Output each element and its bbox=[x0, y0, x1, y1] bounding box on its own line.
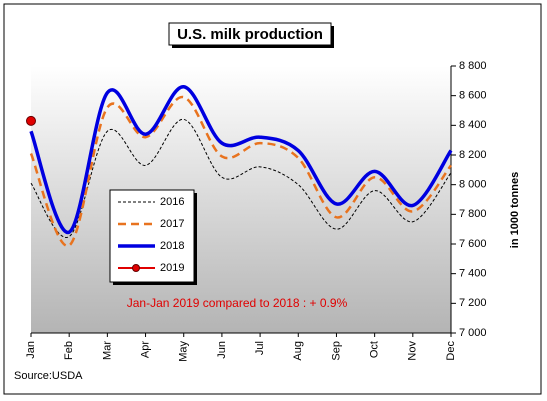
y-tick-label: 8 400 bbox=[459, 119, 487, 131]
annotation: Jan-Jan 2019 compared to 2018 : + 0.9% bbox=[127, 296, 348, 310]
x-tick-label: May bbox=[178, 341, 190, 362]
x-tick-label: Jan bbox=[25, 341, 37, 359]
legend-label: 2017 bbox=[160, 218, 184, 230]
x-tick-label: Oct bbox=[369, 341, 381, 358]
chart-title: U.S. milk production bbox=[177, 26, 323, 43]
y-tick-label: 7 200 bbox=[459, 297, 487, 309]
x-tick-label: Feb bbox=[63, 341, 75, 360]
y-tick-label: 7 800 bbox=[459, 208, 487, 220]
legend-marker bbox=[132, 264, 140, 272]
legend-box bbox=[109, 189, 195, 283]
x-tick-label: Nov bbox=[407, 341, 419, 361]
y-tick-label: 7 600 bbox=[459, 238, 487, 250]
title-box bbox=[168, 22, 332, 46]
series-point bbox=[26, 115, 36, 126]
y-tick-label: 7 400 bbox=[459, 268, 487, 280]
y-tick-label: 8 800 bbox=[459, 60, 487, 72]
x-tick-label: Mar bbox=[101, 341, 113, 360]
y-tick-label: 7 000 bbox=[459, 327, 487, 339]
legend-label: 2018 bbox=[160, 240, 184, 252]
y-tick-label: 8 000 bbox=[459, 179, 487, 191]
x-tick-label: Apr bbox=[139, 341, 151, 358]
y-tick-label: 8 600 bbox=[459, 90, 487, 102]
x-tick-label: Jul bbox=[254, 341, 266, 355]
x-tick-label: Dec bbox=[445, 341, 457, 361]
series-line bbox=[30, 118, 452, 238]
x-tick-label: Aug bbox=[292, 341, 304, 361]
series-line bbox=[29, 85, 453, 234]
x-tick-label: Sep bbox=[330, 341, 342, 361]
y-tick-label: 8 200 bbox=[459, 149, 487, 161]
y-axis-title: in 1000 tonnes bbox=[509, 172, 521, 248]
source: Source:USDA bbox=[14, 370, 83, 382]
legend-label: 2019 bbox=[160, 262, 184, 274]
legend-label: 2016 bbox=[160, 196, 184, 208]
x-tick-label: Jun bbox=[216, 341, 228, 359]
series-line bbox=[29, 95, 452, 247]
